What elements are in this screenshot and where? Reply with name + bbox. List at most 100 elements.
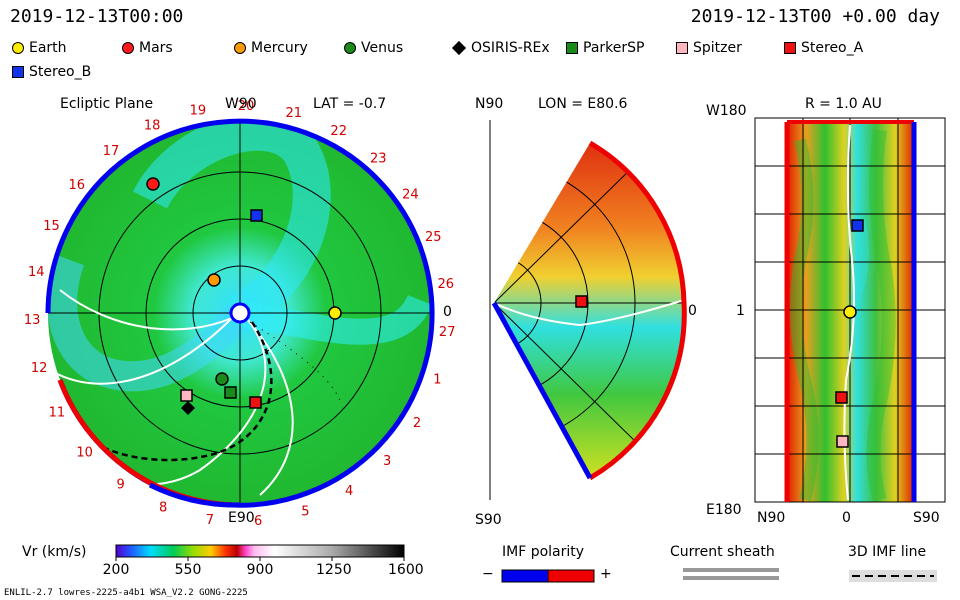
venus-marker — [215, 372, 229, 386]
meridional-bottom-label: S90 — [475, 512, 502, 528]
radial-r-label: R = 1.0 AU — [805, 96, 882, 112]
stereo-b-marker — [250, 209, 263, 222]
colorbar-title: Vr (km/s) — [22, 544, 87, 560]
sector-number: 16 — [69, 178, 86, 193]
sector-number: 21 — [286, 106, 303, 121]
stereo-a-marker — [249, 396, 262, 409]
meridional-zero-label: 0 — [688, 303, 697, 319]
current-sheath-title: Current sheath — [670, 544, 775, 560]
radial-x-mid: 0 — [842, 510, 851, 526]
sector-number: 19 — [190, 103, 207, 118]
radial-mid-left: 1 — [736, 303, 745, 319]
legend-marker-icon — [12, 42, 24, 54]
radial-spitzer-marker — [836, 435, 849, 448]
legend-marker-icon — [122, 42, 134, 54]
sector-number: 10 — [76, 445, 93, 460]
radial-panel — [754, 117, 946, 503]
footer-left: ENLIL-2.7 lowres-2225-a4b1 WSA_V2.2 GONG… — [4, 588, 248, 598]
meridional-top-label: N90 — [475, 96, 504, 112]
velocity-colorbar — [115, 544, 405, 558]
ecliptic-bottom-label: E90 — [228, 510, 255, 526]
osiris-rex-marker — [181, 401, 195, 415]
datetime-right: 2019-12-13T00 +0.00 day — [690, 6, 940, 27]
meridional-plane — [489, 120, 687, 500]
sector-number: 13 — [24, 313, 41, 328]
legend-marker-icon — [12, 66, 24, 78]
legend-marker-icon — [344, 42, 356, 54]
radial-x-left: N90 — [757, 510, 786, 526]
sector-number: 15 — [43, 219, 60, 234]
colorbar-tick-label: 550 — [174, 562, 202, 578]
legend-label: ParkerSP — [583, 40, 645, 56]
legend-label: OSIRIS-REx — [471, 40, 550, 56]
ecliptic-top-label: W90 — [225, 96, 257, 112]
meridional-stereo-a-marker — [575, 295, 588, 308]
legend-label: Mars — [139, 40, 173, 56]
legend-item-osiris-rex: OSIRIS-REx — [451, 40, 550, 56]
ecliptic-lat-label: LAT = -0.7 — [313, 96, 387, 112]
legend-marker-icon — [784, 42, 796, 54]
radial-stereo-b-marker — [851, 219, 864, 232]
datetime-left: 2019-12-13T00:00 — [10, 6, 184, 27]
legend-item-mercury: Mercury — [234, 40, 308, 56]
imf-negative-swatch — [501, 569, 549, 583]
sector-number: 17 — [103, 144, 120, 159]
ecliptic-zero-label: 0 — [443, 304, 452, 320]
radial-stereo-a-marker — [835, 391, 848, 404]
sector-number: 20 — [238, 99, 255, 114]
legend-label: Stereo_B — [29, 64, 92, 80]
sector-number: 1 — [433, 372, 441, 387]
radial-bottom-left: E180 — [706, 502, 742, 518]
ecliptic-plane — [45, 118, 435, 508]
sector-number: 4 — [345, 484, 353, 499]
imf-positive-swatch — [547, 569, 595, 583]
sector-number: 25 — [425, 230, 442, 245]
imf-polarity-title: IMF polarity — [502, 544, 585, 560]
meridional-lon-label: LON = E80.6 — [538, 96, 628, 112]
legend-label: Earth — [29, 40, 67, 56]
spitzer-marker — [180, 389, 193, 402]
legend-item-spitzer: Spitzer — [676, 40, 742, 56]
imf-plus: + — [600, 566, 612, 582]
ecliptic-title: Ecliptic Plane — [60, 96, 154, 112]
sector-number: 23 — [370, 152, 387, 167]
sector-number: 14 — [28, 265, 45, 280]
sector-number: 18 — [144, 119, 161, 134]
sector-number: 8 — [159, 500, 167, 515]
legend-item-stereo-a: Stereo_A — [784, 40, 863, 56]
sector-number: 6 — [254, 514, 262, 529]
colorbar-tick-label: 1250 — [316, 562, 352, 578]
legend-label: Spitzer — [693, 40, 742, 56]
sector-number: 9 — [117, 477, 125, 492]
legend-label: Stereo_A — [801, 40, 864, 56]
sector-number: 26 — [438, 277, 455, 292]
colorbar-tick-label: 200 — [102, 562, 130, 578]
legend-marker-icon — [676, 42, 688, 54]
mars-marker — [146, 177, 160, 191]
sector-number: 22 — [330, 124, 347, 139]
legend-label: Mercury — [251, 40, 308, 56]
legend-item-earth: Earth — [12, 40, 67, 56]
sector-number: 3 — [383, 454, 391, 469]
parker-marker — [224, 386, 237, 399]
radial-x-right: S90 — [913, 510, 940, 526]
earth-marker — [328, 306, 342, 320]
radial-earth-marker — [843, 305, 857, 319]
imf-minus: − — [482, 566, 494, 582]
mercury-marker — [207, 273, 221, 287]
colorbar-tick-label: 900 — [246, 562, 274, 578]
legend-item-mars: Mars — [122, 40, 173, 56]
sector-number: 2 — [413, 416, 421, 431]
legend-item-stereo-b: Stereo_B — [12, 64, 91, 80]
legend-item-venus: Venus — [344, 40, 403, 56]
legend-item-parkersp: ParkerSP — [566, 40, 644, 56]
current-sheath-swatch — [683, 568, 779, 572]
colorbar-tick-label: 1600 — [388, 562, 424, 578]
sector-number: 5 — [301, 504, 309, 519]
legend-label: Venus — [361, 40, 404, 56]
sector-number: 12 — [31, 361, 48, 376]
legend-marker-icon — [234, 42, 246, 54]
radial-top-left: W180 — [706, 103, 747, 119]
